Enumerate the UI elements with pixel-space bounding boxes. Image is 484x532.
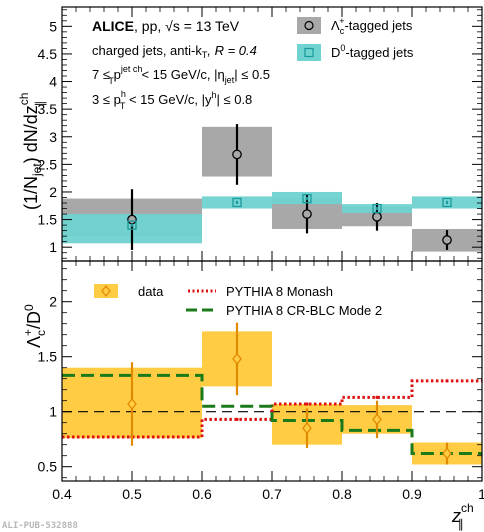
point-lambdac-4 (442, 235, 452, 245)
bottom-y-axis: 0.5 1 1.5 2 (38, 268, 482, 479)
xtick-label-3: 0.7 (262, 486, 282, 502)
bottom-legend: data PYTHIA 8 Monash PYTHIA 8 CR-BLC Mod… (94, 284, 382, 318)
bottom-panel: 0.5 1 1.5 2 0.4 0.5 0.6 0.7 0.8 0.9 1 data PYTHIA… (21, 260, 484, 531)
model-point-monash-2 (305, 402, 309, 406)
legend-marker-data (101, 285, 111, 297)
top-data-marks (127, 124, 452, 250)
bottom-y-axis-label: Λc+/D0 (21, 304, 48, 348)
bottom-ytick-label-0: 0.5 (38, 459, 58, 475)
legend-swatch-d0 (297, 44, 321, 61)
top-panel: 1 1.5 2 2.5 3 3.5 4 4.5 5 ALICE, pp, √s = 13 TeV… (17, 6, 483, 262)
bottom-x-axis: 0.4 0.5 0.6 0.7 0.8 0.9 1 (52, 261, 484, 502)
point-lambdac-0 (127, 214, 137, 225)
xtick-label-1: 0.5 (122, 486, 142, 502)
point-d0-1 (232, 197, 242, 208)
top-x-ticks (61, 7, 483, 261)
top-y-axis: 1 1.5 2 2.5 3 3.5 4 4.5 5 (38, 9, 482, 259)
top-ytick-label-2: 2 (49, 184, 57, 200)
point-d0-2 (302, 193, 312, 204)
point-d0-0 (127, 220, 137, 230)
point-ratio-4 (442, 447, 452, 460)
xtick-label-5: 0.9 (402, 486, 422, 502)
top-ytick-label-7: 4.5 (38, 46, 58, 62)
xtick-label-0: 0.4 (52, 486, 72, 502)
top-ytick-label-1: 1.5 (38, 212, 58, 228)
x-axis-label: zch ∥ (451, 501, 474, 531)
legend-label-lambdac: Λc+-tagged jets (331, 16, 413, 36)
legend-marker-d0 (304, 47, 314, 58)
point-d0-4 (442, 197, 452, 208)
top-ytick-label-6: 4 (49, 74, 57, 90)
bottom-data-marks (127, 322, 452, 465)
model-point-monash-1 (235, 417, 239, 421)
annotation-collaboration: ALICE, pp, √s = 13 TeV (92, 18, 240, 34)
legend-marker-lambdac (304, 20, 314, 31)
legend-swatch-lambdac (297, 17, 321, 34)
point-lambdac-3 (372, 211, 382, 222)
top-ytick-label-4: 3 (49, 129, 57, 145)
bottom-ytick-label-3: 2 (49, 294, 57, 310)
point-ratio-3 (372, 413, 382, 426)
xtick-label-4: 0.8 (332, 486, 352, 502)
top-ytick-label-0: 1 (49, 239, 57, 255)
point-ratio-0 (127, 397, 137, 411)
xtick-label-6: 1 (478, 486, 484, 502)
bottom-syst-bands (62, 331, 482, 465)
point-lambdac-1 (232, 149, 242, 160)
xtick-label-2: 0.6 (192, 486, 212, 502)
top-ytick-label-3: 2.5 (38, 156, 58, 172)
legend-label-crblc: PYTHIA 8 CR-BLC Mode 2 (226, 303, 382, 318)
legend-label-d0: D0-tagged jets (331, 43, 414, 60)
point-d0-3 (372, 203, 382, 214)
model-point-monash-3 (375, 395, 379, 399)
top-ytick-label-8: 5 (49, 18, 57, 34)
legend-label-data: data (138, 284, 164, 299)
annotation-jet-definition: charged jets, anti-kT, R = 0.4 (92, 43, 257, 60)
bottom-ytick-label-1: 1 (49, 404, 57, 420)
legend-swatch-data (94, 284, 118, 298)
top-syst-bands (62, 126, 482, 252)
point-lambdac-2 (302, 209, 312, 219)
annotation-jet-kinematics: 7 ≤ pjet ch T < 15 GeV/c, |ηjet| ≤ 0.5 (92, 64, 270, 86)
bottom-ytick-label-2: 1.5 (38, 349, 58, 365)
model-point-monash-4 (445, 379, 449, 383)
top-y-axis-label: (1/Njet) dN/dzch ∥ (17, 93, 47, 210)
top-legend: Λc+-tagged jets D0-tagged jets (297, 16, 414, 61)
point-ratio-2 (302, 422, 312, 435)
top-ytick-label-5: 3.5 (38, 101, 58, 117)
annotation-hadron-kinematics: 3 ≤ ph T < 15 GeV/c, |yh| ≤ 0.8 (92, 89, 252, 111)
legend-label-monash: PYTHIA 8 Monash (226, 284, 333, 299)
point-ratio-1 (232, 352, 242, 365)
publication-id: ALI-PUB-532888 (2, 521, 78, 531)
